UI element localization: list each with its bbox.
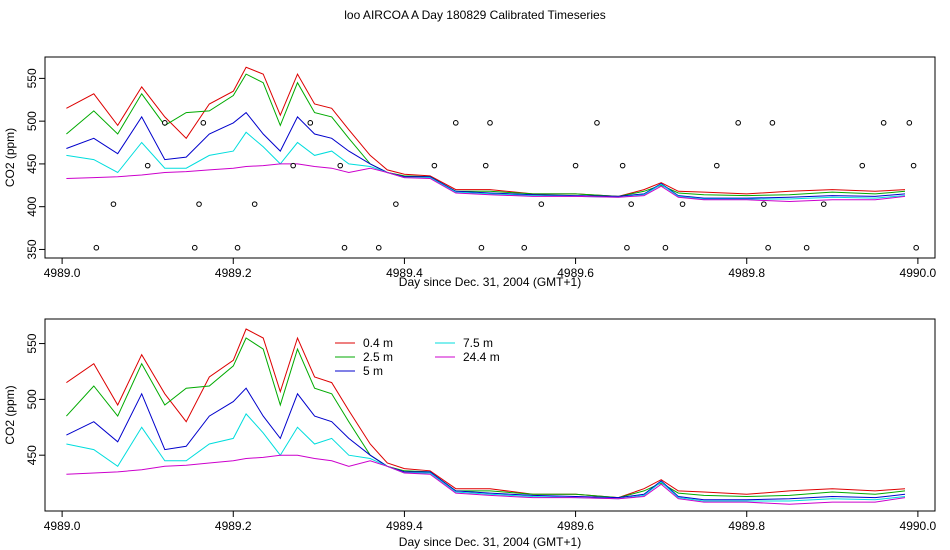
data-point — [341, 244, 348, 251]
x-tick-label: 4989.0 — [44, 519, 81, 533]
data-point — [393, 201, 399, 207]
series-line-7-5-m — [66, 413, 906, 502]
legend-label: 0.4 m — [363, 336, 393, 350]
data-point — [594, 120, 600, 126]
data-point — [628, 201, 635, 207]
data-point — [487, 120, 493, 126]
data-point — [290, 162, 296, 169]
y-tick-label: 400 — [25, 196, 39, 216]
x-tick-label: 4989.8 — [728, 519, 765, 533]
y-tick-label: 350 — [25, 239, 39, 259]
y-tick-label: 500 — [25, 389, 39, 409]
data-point — [572, 162, 579, 169]
top-panel: 4989.0 4989.2 4989.4 4989.6 4989.8 4990.0 350 4… — [3, 56, 937, 289]
data-point — [234, 244, 241, 251]
data-point — [200, 120, 207, 126]
data-point — [859, 162, 866, 169]
series-line-2-5-m — [66, 73, 906, 197]
data-point — [761, 201, 767, 207]
data-point — [803, 244, 810, 251]
data-point — [110, 201, 117, 207]
y-tick-label: 450 — [25, 445, 39, 465]
x-tick-label: 4989.2 — [215, 266, 252, 280]
data-point — [913, 244, 919, 251]
series-line-0-4-m — [66, 328, 906, 499]
x-tick-label: 4989.6 — [557, 519, 594, 533]
data-point — [162, 120, 168, 126]
data-point — [337, 162, 344, 169]
data-point — [624, 244, 630, 251]
series-line-0-4-m — [66, 66, 906, 197]
data-point — [307, 120, 314, 126]
x-tick-label: 4989.4 — [386, 266, 423, 280]
data-point — [820, 201, 827, 207]
x-tick-label: 4989.4 — [386, 519, 423, 533]
x-axis-label: Day since Dec. 31, 2004 (GMT+1) — [399, 275, 581, 289]
data-point — [906, 120, 913, 126]
x-tick-label: 4989.0 — [44, 266, 81, 280]
data-point — [144, 162, 151, 169]
x-tick-label: 4989.2 — [215, 519, 252, 533]
data-point — [880, 120, 887, 126]
data-point — [538, 201, 545, 207]
series-line-24-4-m — [66, 454, 906, 505]
data-point — [478, 244, 485, 251]
data-point — [431, 162, 438, 169]
data-point — [769, 120, 776, 126]
data-point — [93, 244, 100, 251]
legend-label: 2.5 m — [363, 350, 393, 364]
x-tick-label: 4989.6 — [557, 266, 594, 280]
y-tick-label: 450 — [25, 154, 39, 174]
data-point — [482, 162, 489, 169]
legend-label: 5 m — [363, 364, 383, 378]
data-point — [251, 201, 258, 207]
y-tick-label: 500 — [25, 111, 39, 131]
x-tick-label: 4989.8 — [728, 266, 765, 280]
data-point — [375, 244, 382, 251]
data-point — [679, 201, 686, 207]
data-point — [619, 162, 626, 169]
x-tick-label: 4990.0 — [900, 519, 937, 533]
bottom-panel: 4989.0 4989.2 4989.4 4989.6 4989.8 4990.0 450 5… — [3, 318, 937, 549]
series-line-5-m — [66, 111, 906, 199]
data-point — [765, 244, 771, 251]
y-tick-label: 550 — [25, 68, 39, 88]
series-line-24-4-m — [66, 163, 906, 203]
data-point — [713, 162, 720, 169]
data-point — [521, 244, 528, 251]
data-point — [452, 120, 459, 126]
x-tick-label: 4990.0 — [900, 266, 937, 280]
y-axis-label: CO2 (ppm) — [3, 128, 17, 187]
data-point — [196, 201, 202, 207]
data-point — [735, 120, 741, 126]
y-axis-label: CO2 (ppm) — [3, 385, 17, 444]
legend-label: 7.5 m — [463, 336, 493, 350]
series-line-5-m — [66, 387, 906, 501]
data-point — [662, 244, 669, 251]
x-axis-label: Day since Dec. 31, 2004 (GMT+1) — [399, 535, 581, 549]
legend-label: 24.4 m — [463, 350, 500, 364]
data-point — [910, 162, 917, 169]
data-point — [191, 244, 198, 251]
figure-title: loo AIRCOA A Day 180829 Calibrated Times… — [344, 8, 606, 22]
y-tick-label: 550 — [25, 333, 39, 353]
